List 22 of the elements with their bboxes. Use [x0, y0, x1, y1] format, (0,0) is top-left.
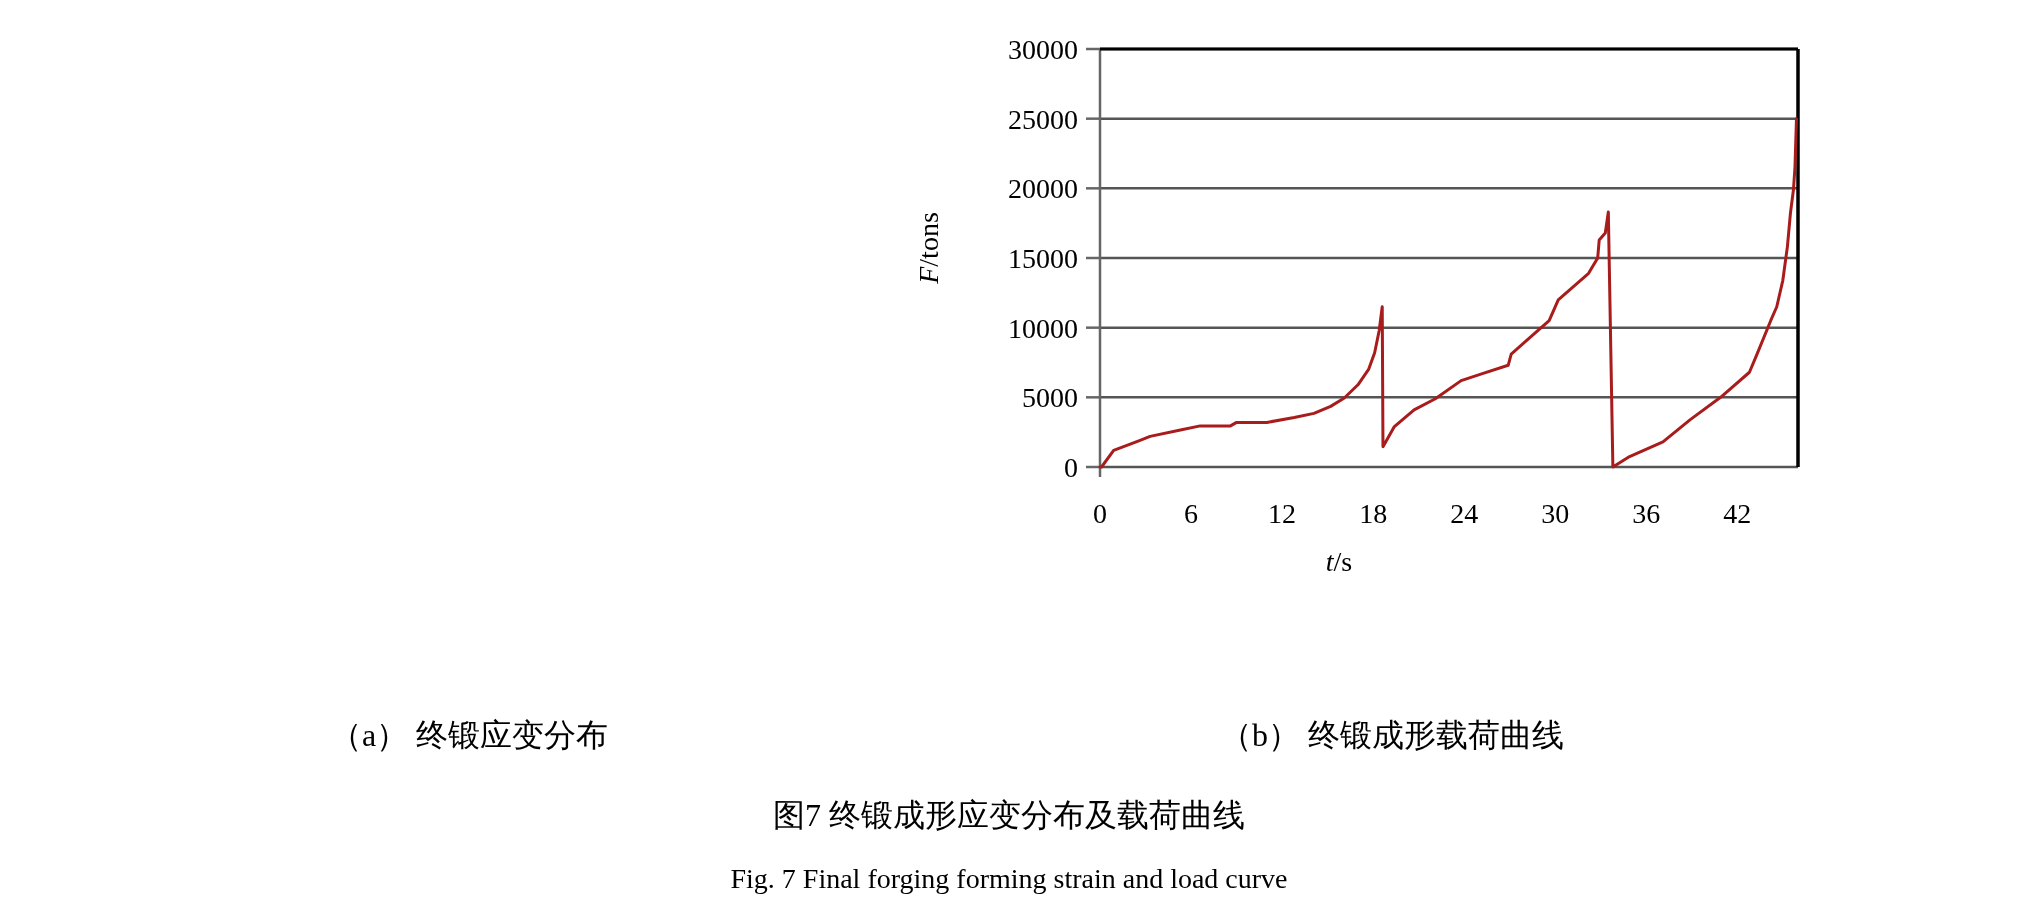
caption: 图7 终锻成形应变分布及载荷曲线 — [773, 797, 1245, 833]
text: （a） 终锻应变分布 — [330, 717, 609, 753]
x-tick-label: 12 — [1268, 498, 1297, 529]
x-tick-label: 36 — [1632, 498, 1661, 529]
y-tick-label: 10000 — [1008, 312, 1078, 344]
caption: Fig. 7 Final forging forming strain and load curve — [730, 863, 1288, 894]
x-tick-label: 42 — [1723, 498, 1752, 529]
x-axis-title: t/s — [1325, 546, 1353, 577]
y-tick-label: 30000 — [1008, 34, 1078, 65]
y-tick-label: 25000 — [1008, 103, 1078, 135]
line-series — [1098, 117, 1798, 469]
x-tick-label: 24 — [1450, 498, 1479, 529]
text: （b） 终锻成形载荷曲线 — [1220, 717, 1564, 753]
y-tick-label: 0 — [1064, 452, 1078, 483]
x-tick-label: 0 — [1093, 498, 1107, 529]
y-axis-title: F/tons — [913, 212, 944, 285]
x-tick-label: 30 — [1541, 498, 1570, 529]
y-tick-label: 15000 — [1008, 243, 1078, 274]
x-tick-label: 6 — [1184, 498, 1199, 529]
x-tick-label: 18 — [1359, 498, 1388, 529]
y-tick-label: 5000 — [1022, 382, 1078, 414]
y-tick-label: 20000 — [1008, 173, 1078, 205]
